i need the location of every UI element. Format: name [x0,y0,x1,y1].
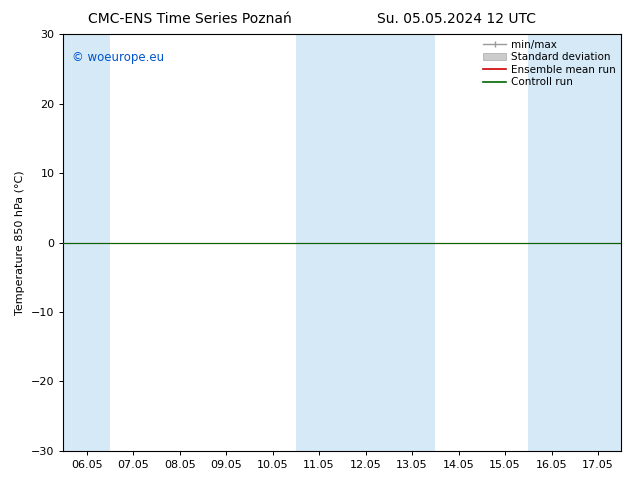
Bar [296,34,436,451]
Bar [63,34,110,451]
Y-axis label: Temperature 850 hPa (°C): Temperature 850 hPa (°C) [15,170,25,315]
Legend: min/max, Standard deviation, Ensemble mean run, Controll run: min/max, Standard deviation, Ensemble me… [481,37,618,89]
Text: CMC-ENS Time Series Poznań: CMC-ENS Time Series Poznań [88,12,292,26]
Text: © woeurope.eu: © woeurope.eu [72,51,164,64]
Bar [528,34,621,451]
Text: Su. 05.05.2024 12 UTC: Su. 05.05.2024 12 UTC [377,12,536,26]
